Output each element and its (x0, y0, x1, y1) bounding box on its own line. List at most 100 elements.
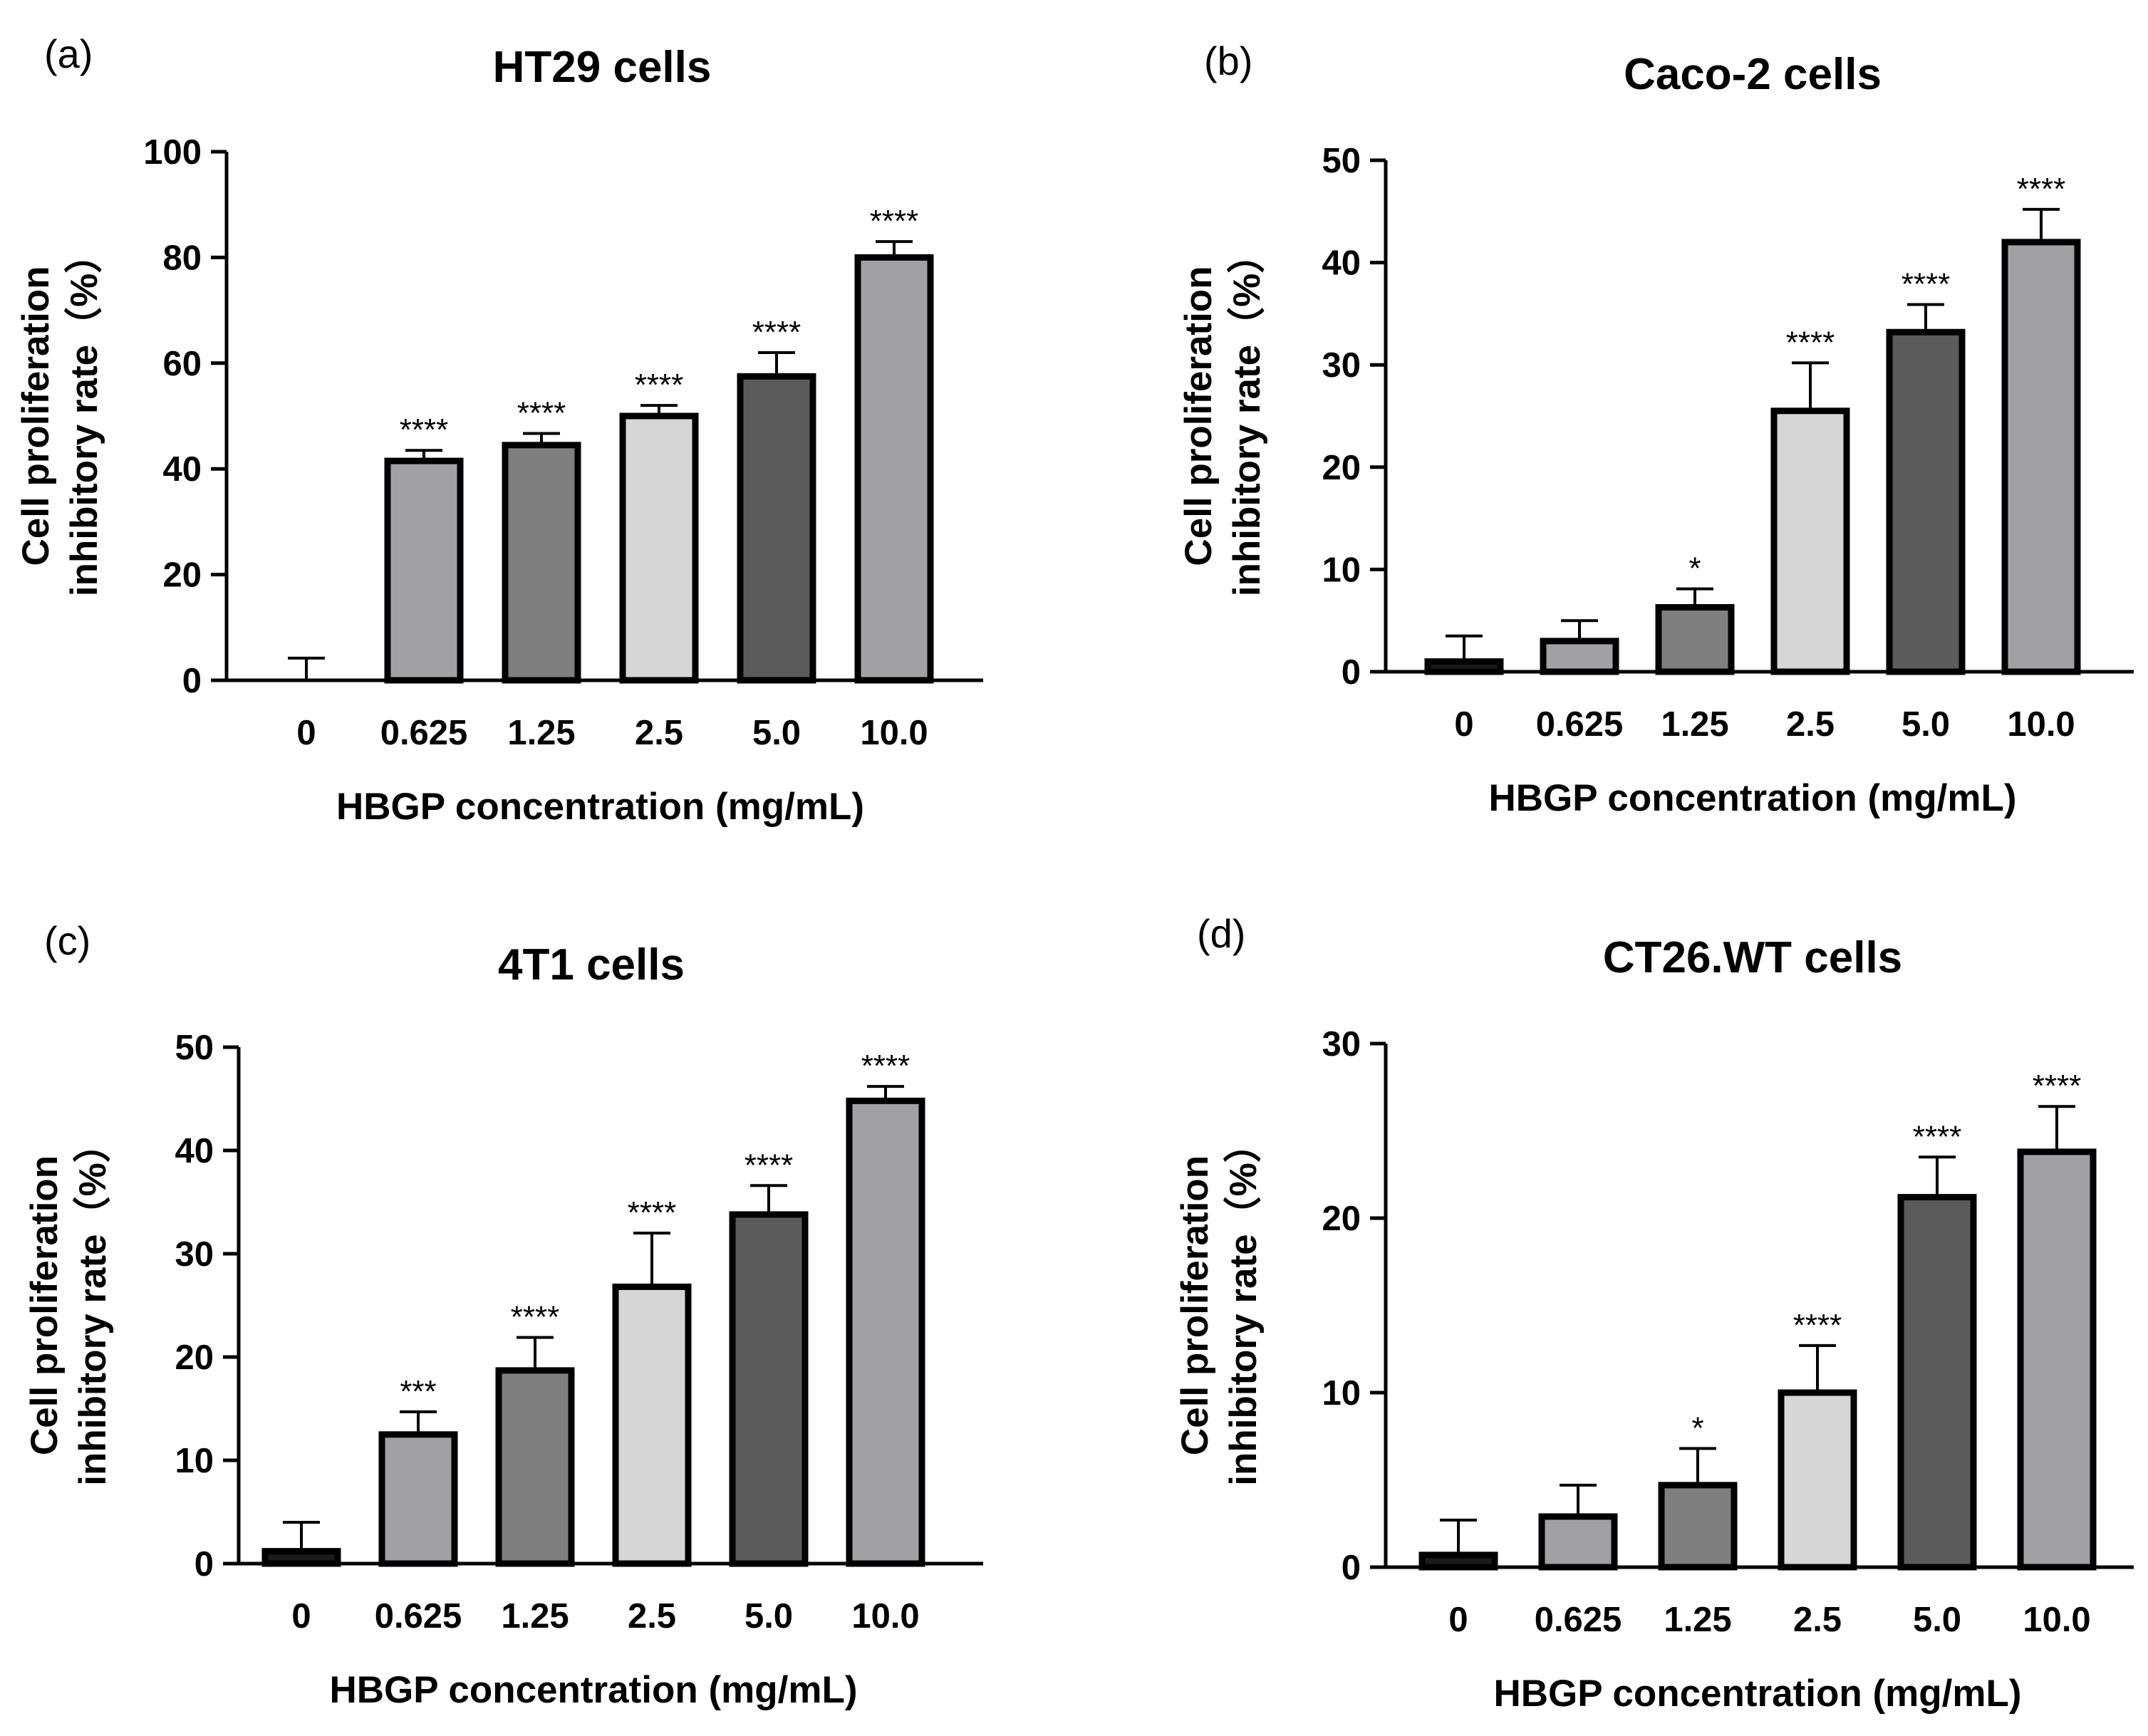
panel-b-bar (1424, 658, 1504, 675)
panel-c-letter: (c) (44, 918, 90, 963)
panel-d-bar (1418, 1552, 1498, 1571)
panel-b-x-tick-label: 0.625 (1536, 705, 1624, 744)
panel-b-bar (1886, 328, 1966, 675)
panel-d-significance-label: **** (2033, 1069, 2082, 1103)
panel-b-x-axis-label: HBGP concentration (mg/mL) (1488, 777, 2016, 819)
panel-c-significance-label: **** (628, 1195, 677, 1230)
panel-c-title: 4T1 cells (498, 940, 685, 989)
panel-a-bar (384, 457, 464, 684)
panel-c-bar (729, 1211, 809, 1567)
panel-a-x-tick-label: 5.0 (752, 714, 801, 752)
panel-c-significance-label: **** (511, 1299, 560, 1334)
panel-d-bar (1897, 1194, 1977, 1571)
panel-a-x-tick-label: 0 (296, 714, 316, 752)
panel-b-y-tick-label: 0 (1342, 653, 1361, 692)
panel-d-x-tick-label: 2.5 (1793, 1601, 1842, 1639)
panel-c-significance-label: **** (861, 1049, 910, 1083)
panel-b-x-tick-label: 1.25 (1661, 705, 1728, 744)
panel-b-y-axis-label: inhibitory rate（%） (1225, 236, 1268, 597)
panel-b-x-tick-label: 2.5 (1786, 705, 1835, 744)
panel-a-bar (737, 373, 816, 684)
panel-a-y-tick-label: 100 (143, 133, 202, 172)
panel-a-title: HT29 cells (493, 43, 712, 92)
panel-d-y-axis-label: inhibitory rate（%） (1222, 1125, 1265, 1486)
panel-c-x-tick-label: 10.0 (851, 1597, 919, 1636)
panel-a-y-axis-label: inhibitory rate（%） (63, 236, 105, 597)
panel-b-significance-label: **** (1786, 325, 1835, 360)
panel-d-y-tick-label: 20 (1322, 1200, 1361, 1238)
panel-d-significance-label: * (1691, 1410, 1703, 1445)
panel-d-significance-label: **** (1793, 1308, 1842, 1343)
panel-b-bar (1770, 407, 1850, 675)
panel-d-x-tick-label: 0.625 (1535, 1601, 1622, 1639)
panel-b-bar (2001, 239, 2081, 675)
panel-a-y-axis-label: Cell proliferation (15, 266, 57, 566)
panel-b-x-tick-label: 10.0 (2007, 705, 2075, 744)
panel-c-x-tick-label: 0.625 (375, 1597, 462, 1636)
panel-a-y-tick-label: 20 (162, 556, 202, 595)
panel-b-significance-label: **** (1901, 266, 1951, 301)
panel-d-x-tick-label: 1.25 (1664, 1601, 1731, 1639)
panel-c-x-tick-label: 1.25 (501, 1597, 569, 1636)
panel-c-y-tick-label: 20 (175, 1339, 214, 1377)
panel-d-x-axis-label: HBGP concentration (mg/mL) (1493, 1673, 2021, 1715)
panel-a-significance-label: **** (635, 368, 684, 402)
panel-b-x-tick-label: 0 (1454, 705, 1473, 744)
panel-c-x-tick-label: 0 (291, 1597, 311, 1636)
panel-b-y-tick-label: 30 (1322, 346, 1361, 385)
panel-d-y-axis-label: Cell proliferation (1174, 1155, 1216, 1455)
panel-b-bar (1655, 604, 1735, 675)
panel-c-x-axis-label: HBGP concentration (mg/mL) (329, 1669, 857, 1711)
panel-c-significance-label: *** (400, 1374, 436, 1409)
panel-d-letter: (d) (1197, 911, 1245, 956)
panel-b-letter: (b) (1204, 38, 1252, 83)
panel-c-y-axis-label: inhibitory rate（%） (71, 1125, 114, 1486)
panel-d-y-tick-label: 10 (1322, 1374, 1361, 1413)
panel-a-letter: (a) (44, 31, 93, 76)
panel-d-y-tick-label: 0 (1342, 1549, 1361, 1587)
panel-b-y-tick-label: 40 (1322, 244, 1361, 283)
panel-a-bar (619, 412, 699, 684)
panel-a-x-tick-label: 2.5 (635, 714, 683, 752)
panel-c-y-tick-label: 0 (194, 1545, 214, 1584)
panel-d-bar (2017, 1148, 2097, 1571)
panel-a-x-axis-label: HBGP concentration (mg/mL) (336, 786, 864, 828)
panel-a-y-tick-label: 60 (162, 345, 202, 383)
panel-b-y-tick-label: 20 (1322, 449, 1361, 487)
panel-a-significance-label: **** (400, 412, 449, 447)
panel-c-y-tick-label: 50 (175, 1029, 214, 1067)
panel-b-bar (1540, 638, 1619, 675)
panel-c-y-tick-label: 30 (175, 1235, 214, 1274)
panel-c-bar (612, 1283, 692, 1567)
panel-d-bar (1538, 1513, 1618, 1571)
panel-c-bar (846, 1097, 925, 1567)
panel-a-x-tick-label: 10.0 (860, 714, 928, 752)
panel-c-y-axis-label: Cell proliferation (24, 1155, 66, 1455)
panel-a-bar (854, 254, 934, 684)
panel-d-bar (1658, 1482, 1738, 1571)
panel-c-bar (261, 1548, 341, 1567)
panel-d-title: CT26.WT cells (1603, 933, 1902, 982)
panel-a-x-tick-label: 1.25 (507, 714, 575, 752)
panel-b-y-tick-label: 50 (1322, 142, 1361, 180)
panel-a-y-tick-label: 40 (162, 450, 202, 489)
panel-a-significance-label: **** (870, 204, 919, 239)
panel-c-significance-label: **** (744, 1148, 794, 1183)
panel-c-y-tick-label: 40 (175, 1132, 214, 1170)
panel-b-y-axis-label: Cell proliferation (1178, 266, 1220, 566)
panel-a-bar (502, 442, 581, 684)
panel-a-x-tick-label: 0.625 (380, 714, 468, 752)
panel-d-significance-label: **** (1913, 1119, 1962, 1154)
panel-b-title: Caco-2 cells (1624, 50, 1882, 99)
panel-c-x-tick-label: 5.0 (744, 1597, 793, 1636)
panel-c-y-tick-label: 10 (175, 1442, 214, 1480)
panel-a-y-tick-label: 80 (162, 239, 202, 277)
panel-b-x-tick-label: 5.0 (1901, 705, 1950, 744)
panel-d-x-tick-label: 10.0 (2023, 1601, 2090, 1639)
panel-c-bar (495, 1367, 575, 1567)
panel-c-x-tick-label: 2.5 (628, 1597, 676, 1636)
panel-a-significance-label: **** (752, 315, 801, 350)
panel-b-significance-label: * (1688, 551, 1701, 586)
panel-d-bar (1778, 1389, 1857, 1571)
